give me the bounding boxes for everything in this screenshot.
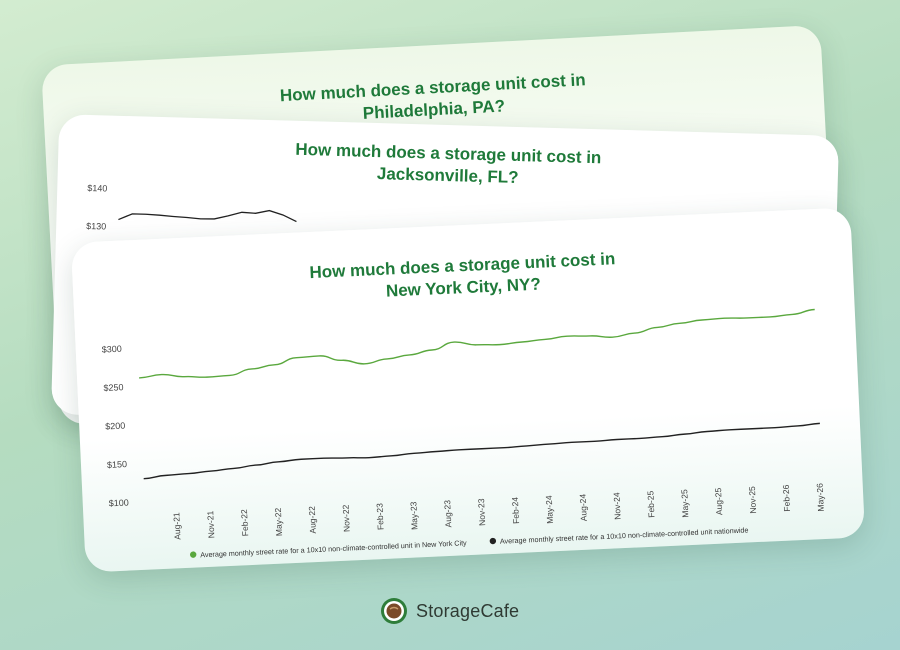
y-tick-label: $200 [105,421,125,432]
x-tick-label: Feb-22 [239,509,250,537]
x-tick-label: Feb-23 [374,503,385,531]
series-line [118,209,297,223]
x-tick-label: May-24 [544,495,555,524]
x-tick-label: Nov-22 [341,504,352,532]
jacksonville-chart: $140 $130 [86,183,297,232]
card-new-york: How much does a storage unit cost in New… [70,207,866,573]
legend-label: Average monthly street rate for a 10x10 … [500,525,749,545]
y-tick-label: $250 [103,382,123,393]
x-tick-label: Aug-24 [578,493,589,521]
x-tick-label: Nov-21 [205,510,216,538]
card-jacksonville: How much does a storage unit cost in Jac… [50,114,840,436]
legend-marker [189,551,197,558]
nyc-chart: $300 $250 $200 $150 $100 Aug-21 Nov-21 Feb-22 M… [102,308,826,559]
x-tick-label: Aug-25 [713,487,724,515]
y-tick-label: $100 [109,498,129,509]
legend-marker [489,537,497,545]
x-tick-label: Aug-21 [171,512,182,540]
y-axis: $300 $250 $200 $150 $100 [102,344,129,509]
legend-label: Average monthly street rate for a 10x10 … [200,538,467,559]
y-tick-label: $130 [86,221,106,232]
storagecafe-logo: StorageCafe [380,596,519,626]
x-tick-label: May-22 [273,507,284,536]
logo-text: StorageCafe [416,600,520,621]
x-tick-label: Nov-24 [611,492,622,520]
jacksonville-series [118,209,297,223]
plot-area [139,308,820,480]
x-tick-label: Feb-24 [510,496,521,524]
y-tick-label: $140 [87,183,107,194]
x-tick-label: Aug-23 [442,500,453,528]
series-line [139,308,815,379]
x-tick-label: Nov-25 [747,486,758,514]
y-tick-label: $300 [102,344,122,355]
x-tick-label: Aug-22 [307,506,318,534]
series-line [143,422,820,480]
x-tick-label: May-23 [408,501,419,530]
coffee-cup-icon [381,598,407,624]
y-tick-label: $150 [107,459,127,470]
x-tick-label: May-26 [815,483,826,512]
x-axis: Aug-21 Nov-21 Feb-22 May-22 Aug-22 Nov-22 Feb-… [171,483,826,540]
x-tick-label: May-25 [679,489,690,518]
x-tick-label: Feb-26 [781,484,792,512]
x-tick-label: Feb-25 [645,490,656,518]
x-tick-label: Nov-23 [476,498,487,526]
